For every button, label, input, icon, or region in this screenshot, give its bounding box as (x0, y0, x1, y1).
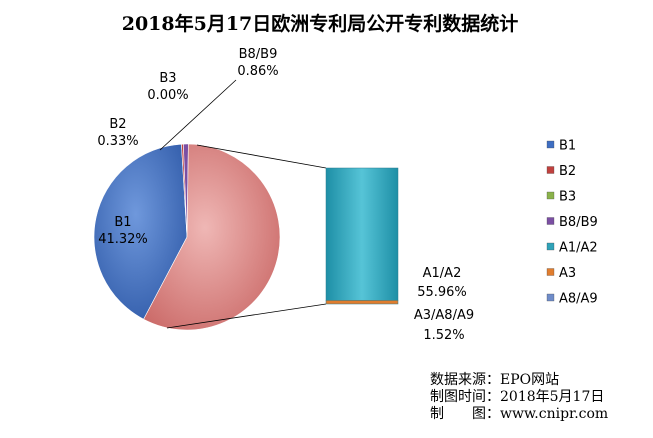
data-label-b1-name: B1 (114, 215, 131, 230)
legend-swatch-a1-a2 (547, 243, 554, 250)
legend-label-b8-b9: B8/B9 (559, 215, 598, 230)
data-label-b8-b9-name: B8/B9 (239, 47, 278, 62)
data-label-a1-a2-value: 55.96% (417, 285, 467, 300)
bar-of-pie (326, 168, 398, 304)
data-label-b8-b9-value: 0.86% (237, 64, 278, 79)
data-label-b2-value: 0.33% (97, 134, 138, 149)
data-label-b3-value: 0.00% (147, 88, 188, 103)
legend-swatch-a8-a9 (547, 294, 554, 301)
data-label-a1-a2-name: A1/A2 (423, 266, 462, 281)
legend-label-b1: B1 (559, 139, 576, 154)
legend-swatch-b3 (547, 192, 554, 199)
legend-swatch-b8-b9 (547, 218, 554, 225)
chart-title: 2018年5月17日欧洲专利局公开专利数据统计 (122, 12, 519, 35)
source-line-1: 数据来源：EPO网站 (430, 372, 559, 388)
legend-label-a3: A3 (559, 266, 576, 281)
legend-label-b3: B3 (559, 190, 576, 205)
legend-label-a8-a9: A8/A9 (559, 292, 598, 307)
source-line-2: 制图时间：2018年5月17日 (430, 389, 604, 405)
legend-swatch-a3 (547, 269, 554, 276)
legend-swatch-b1 (547, 141, 554, 148)
legend-label-b2: B2 (559, 164, 576, 179)
source-line-3: 制 图：www.cnipr.com (430, 406, 608, 422)
data-label-b1-value: 41.32% (98, 232, 148, 247)
data-label-b2-name: B2 (109, 117, 126, 132)
bar-segment-a1-a2 (326, 168, 398, 300)
legend-swatch-b2 (547, 167, 554, 174)
data-label-a3-a8-a9-name: A3/A8/A9 (414, 308, 474, 323)
bar-segment-a3-a8-a9 (326, 300, 398, 304)
legend: B1 B2 B3 B8/B9 A1/A2 A3 A8/A9 (547, 139, 598, 307)
data-label-b3-name: B3 (159, 71, 176, 86)
data-label-a3-a8-a9-value: 1.52% (423, 328, 464, 343)
legend-label-a1-a2: A1/A2 (559, 241, 598, 256)
